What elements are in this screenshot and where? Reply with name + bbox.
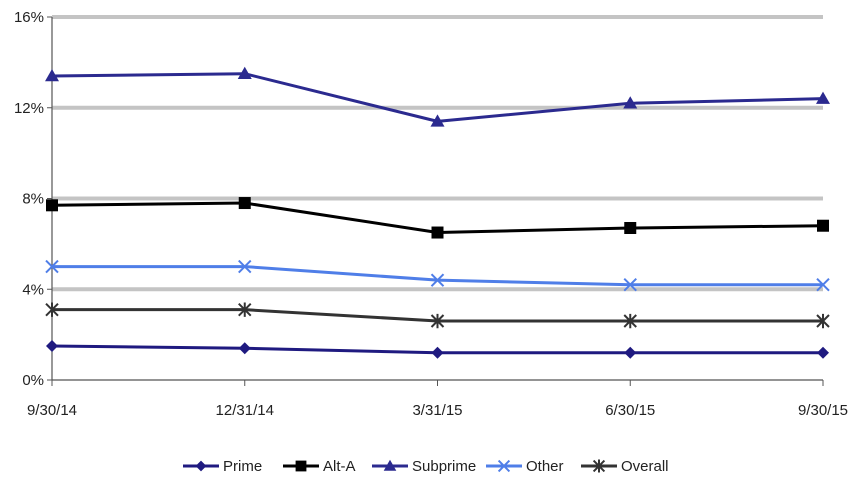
gridlines	[52, 15, 823, 292]
series-subprime	[45, 66, 830, 127]
y-tick-label-0: 0%	[22, 372, 44, 389]
series-alt-a	[46, 197, 829, 239]
y-tick-labels: 0% 4% 8% 12% 16%	[14, 9, 44, 389]
legend-marker-alt-a	[295, 460, 307, 472]
point-overall-4	[816, 313, 830, 329]
series-group	[45, 66, 830, 359]
point-alt-a-4	[817, 219, 829, 232]
point-prime-1	[238, 342, 251, 355]
point-subprime-2	[430, 114, 445, 127]
point-other-1	[238, 259, 252, 274]
legend-marker-prime	[195, 460, 207, 472]
x-tick-label-1: 12/31/14	[216, 402, 274, 419]
legend-item-overall: Overall	[581, 458, 669, 475]
legend-label-alt-a: Alt-A	[323, 458, 356, 475]
point-other-0	[45, 259, 59, 274]
point-overall-1	[238, 302, 252, 317]
series-other	[45, 259, 830, 292]
point-subprime-3	[623, 96, 638, 109]
legend-marker-subprime	[383, 459, 397, 471]
point-other-3	[623, 278, 637, 292]
legend-item-subprime: Subprime	[372, 458, 476, 475]
legend: Prime Alt-A Subprime Other Overall	[183, 458, 669, 475]
x-tick-label-4: 9/30/15	[798, 402, 848, 419]
x-tick-label-2: 3/31/15	[412, 402, 462, 419]
series-overall	[45, 302, 830, 329]
series-line-other	[52, 265, 823, 287]
point-alt-a-1	[238, 197, 251, 210]
point-subprime-1	[237, 66, 252, 79]
legend-label-overall: Overall	[621, 458, 669, 475]
point-alt-a-0	[46, 199, 58, 212]
x-tick-label-3: 6/30/15	[605, 402, 655, 419]
point-prime-2	[431, 346, 444, 359]
point-subprime-0	[45, 68, 59, 82]
point-overall-3	[623, 313, 637, 329]
point-prime-4	[817, 346, 829, 359]
legend-marker-other	[497, 459, 511, 473]
point-subprime-4	[816, 91, 830, 104]
legend-item-prime: Prime	[183, 458, 262, 475]
x-tick-labels: 9/30/14 12/31/14 3/31/15 6/30/15 9/30/15	[27, 402, 848, 419]
x-tick-label-0: 9/30/14	[27, 402, 77, 419]
point-prime-3	[624, 346, 637, 359]
point-overall-2	[430, 313, 445, 329]
y-tick-label-3: 12%	[14, 100, 44, 117]
point-overall-0	[45, 302, 59, 317]
series-line-subprime	[51, 72, 824, 123]
legend-marker-overall	[592, 459, 606, 473]
point-other-4	[816, 278, 830, 292]
legend-label-other: Other	[526, 458, 564, 475]
point-alt-a-2	[431, 226, 444, 239]
legend-item-alt-a: Alt-A	[283, 458, 356, 475]
axes	[47, 16, 824, 386]
point-other-2	[430, 273, 445, 287]
legend-label-subprime: Subprime	[412, 458, 476, 475]
point-prime-0	[46, 339, 58, 352]
y-tick-label-1: 4%	[22, 281, 44, 298]
legend-item-other: Other	[486, 458, 564, 475]
point-alt-a-3	[624, 221, 637, 234]
y-tick-label-4: 16%	[14, 9, 44, 26]
legend-label-prime: Prime	[223, 458, 262, 475]
y-tick-label-2: 8%	[22, 191, 44, 208]
series-prime	[46, 339, 829, 359]
